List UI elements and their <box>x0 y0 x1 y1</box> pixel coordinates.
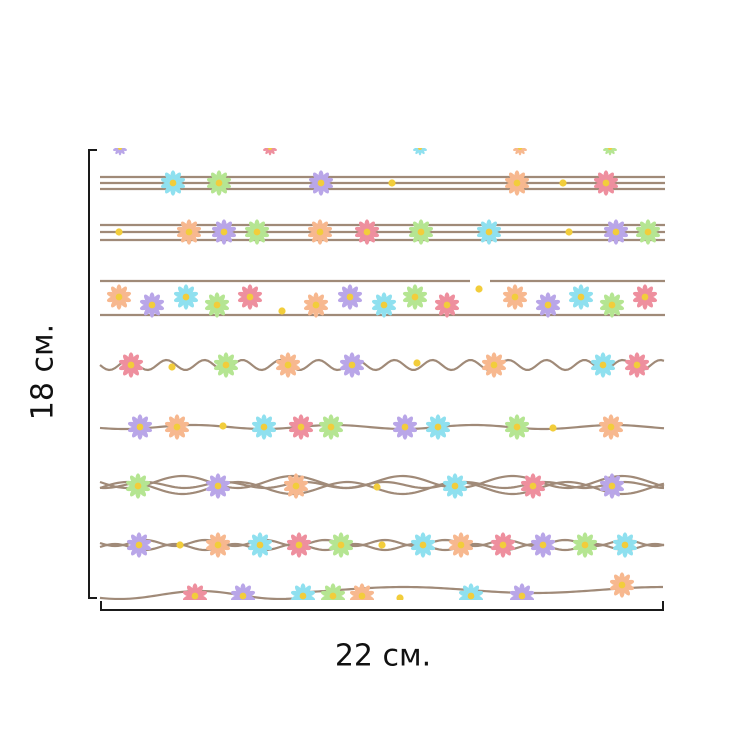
flower-icon <box>481 352 507 378</box>
width-dimension-label: 22 см. <box>334 638 432 674</box>
flower-icon <box>288 414 314 440</box>
flower-icon <box>127 414 153 440</box>
flower-icon <box>118 352 144 378</box>
flower-icon <box>458 583 484 609</box>
flower-icon <box>247 532 273 558</box>
flower-icon <box>502 284 528 310</box>
flower-icon <box>286 532 312 558</box>
flower-icon <box>251 414 277 440</box>
bud-icon <box>373 483 381 491</box>
flower-icon <box>244 219 270 245</box>
flower-icon <box>408 219 434 245</box>
flower-icon <box>612 532 638 558</box>
bud-icon <box>549 424 557 432</box>
height-dimension-label: 18 см. <box>25 323 61 421</box>
bud-icon <box>396 594 404 602</box>
sheet-top-mask <box>98 100 668 148</box>
flower-icon <box>211 219 237 245</box>
bud-icon <box>115 228 123 236</box>
flower-icon <box>520 473 546 499</box>
flower-icon <box>164 414 190 440</box>
flower-icon <box>624 352 650 378</box>
flower-icon <box>308 170 334 196</box>
flower-icon <box>106 284 132 310</box>
width-bracket <box>100 601 664 611</box>
flower-pattern-sheet <box>98 100 668 660</box>
bud-icon <box>378 541 386 549</box>
flower-icon <box>126 532 152 558</box>
flower-icon <box>568 284 594 310</box>
flower-icon <box>205 532 231 558</box>
flower-icon <box>320 583 346 609</box>
flower-icon <box>318 414 344 440</box>
dimension-brackets <box>88 149 664 611</box>
flower-icon <box>410 532 436 558</box>
flower-icon <box>160 170 186 196</box>
flower-icon <box>572 532 598 558</box>
flower-icon <box>598 414 624 440</box>
flower-icon <box>599 292 625 318</box>
flower-icon <box>173 284 199 310</box>
bud-icon <box>168 363 176 371</box>
flower-icon <box>402 284 428 310</box>
flower-icon <box>205 473 231 499</box>
flower-icon <box>237 284 263 310</box>
flower-icon <box>504 414 530 440</box>
flower-icon <box>434 292 460 318</box>
flower-icon <box>490 532 516 558</box>
bud-icon <box>176 541 184 549</box>
vine-wave <box>99 480 665 490</box>
flower-icon <box>176 219 202 245</box>
vine-wave <box>99 542 665 552</box>
flower-icon <box>609 572 635 598</box>
flower-icon <box>337 284 363 310</box>
bud-icon <box>565 228 573 236</box>
flower-icon <box>476 219 502 245</box>
flower-icon <box>328 532 354 558</box>
vine-wave <box>99 358 665 372</box>
flower-icon <box>204 292 230 318</box>
flower-icon <box>213 352 239 378</box>
flower-icon <box>530 532 556 558</box>
flower-icon <box>590 352 616 378</box>
flower-icon <box>206 170 232 196</box>
flower-icon <box>139 292 165 318</box>
flower-icon <box>632 284 658 310</box>
bud-icon <box>475 285 483 293</box>
flower-icon <box>599 473 625 499</box>
bud-icon <box>388 179 396 187</box>
flower-icon <box>442 473 468 499</box>
bud-icon <box>219 422 227 430</box>
vine-wave <box>99 474 665 490</box>
flower-icon <box>504 170 530 196</box>
flower-icon <box>349 583 375 609</box>
flower-icon <box>425 414 451 440</box>
flower-icon <box>635 219 661 245</box>
flower-icon <box>603 219 629 245</box>
bud-icon <box>559 179 567 187</box>
flower-icon <box>392 414 418 440</box>
flower-icon <box>307 219 333 245</box>
flower-icon <box>303 292 329 318</box>
flower-icon <box>371 292 397 318</box>
flower-icon <box>283 473 309 499</box>
flower-icon <box>448 532 474 558</box>
bud-icon <box>278 307 286 315</box>
flower-icon <box>593 170 619 196</box>
sheet-background <box>100 150 665 600</box>
height-bracket <box>88 149 97 599</box>
flower-icon <box>354 219 380 245</box>
flower-icon <box>339 352 365 378</box>
flower-icon <box>275 352 301 378</box>
flower-icon <box>535 292 561 318</box>
bud-icon <box>413 359 421 367</box>
vine-wave <box>99 480 665 496</box>
vine-wave <box>99 423 665 431</box>
flower-icon <box>125 473 151 499</box>
vine-wave <box>99 538 665 548</box>
